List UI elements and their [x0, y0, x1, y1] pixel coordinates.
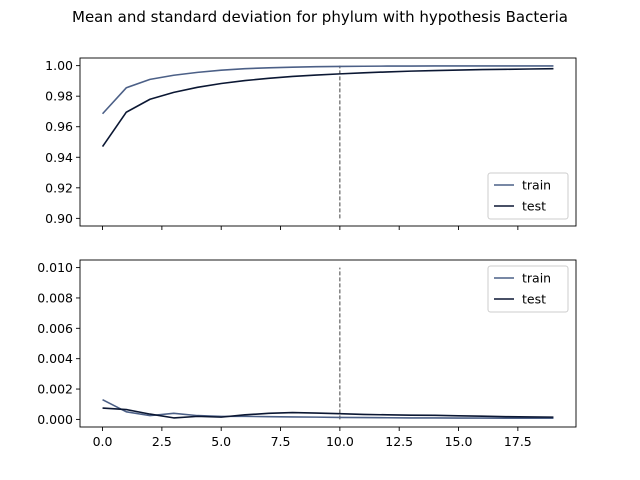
- series-line-train: [101, 65, 554, 115]
- y-tick-label: 0.90: [45, 211, 73, 226]
- bottom-panel: 0.000 0.002 0.004 0.006 0.008 0.010 0.0 2.5 5.0 7…: [37, 259, 577, 449]
- y-tick-label: 0.96: [45, 119, 73, 134]
- y-tick-label: 0.98: [45, 89, 73, 104]
- y-tick-label: 0.010: [37, 260, 73, 275]
- legend: train test: [487, 265, 569, 313]
- x-tick-label: 7.5: [271, 434, 291, 449]
- y-tick-label: 0.008: [37, 290, 73, 305]
- x-tick-label: 17.5: [504, 434, 532, 449]
- x-tick-label: 10.0: [326, 434, 354, 449]
- top-panel: 0.90 0.92 0.94 0.96 0.98 1.00 train test: [45, 57, 577, 230]
- legend-label-train: train: [522, 271, 551, 286]
- x-tick-label: 0.0: [93, 434, 113, 449]
- x-tick-label: 5.0: [211, 434, 231, 449]
- y-tick-label: 1.00: [45, 58, 73, 73]
- legend-label-test: test: [522, 199, 546, 214]
- series-line-test: [101, 67, 554, 148]
- y-tick-label: 0.94: [45, 150, 73, 165]
- series-line-train: [102, 398, 554, 419]
- y-tick-label: 0.004: [37, 351, 73, 366]
- x-tick-label: 2.5: [152, 434, 172, 449]
- legend-label-test: test: [522, 292, 546, 307]
- legend: train test: [487, 172, 569, 220]
- axes-frame: [79, 259, 577, 428]
- legend-label-train: train: [522, 178, 551, 193]
- series-line-test: [102, 407, 554, 419]
- y-tick-label: 0.006: [37, 321, 73, 336]
- y-tick-label: 0.000: [37, 412, 73, 427]
- y-tick-label: 0.92: [45, 180, 73, 195]
- x-tick-label: 12.5: [385, 434, 413, 449]
- x-tick-label: 15.0: [445, 434, 473, 449]
- chart-title: Mean and standard deviation for phylum w…: [72, 8, 568, 26]
- y-tick-label: 0.002: [37, 382, 73, 397]
- axes-frame: [79, 57, 577, 227]
